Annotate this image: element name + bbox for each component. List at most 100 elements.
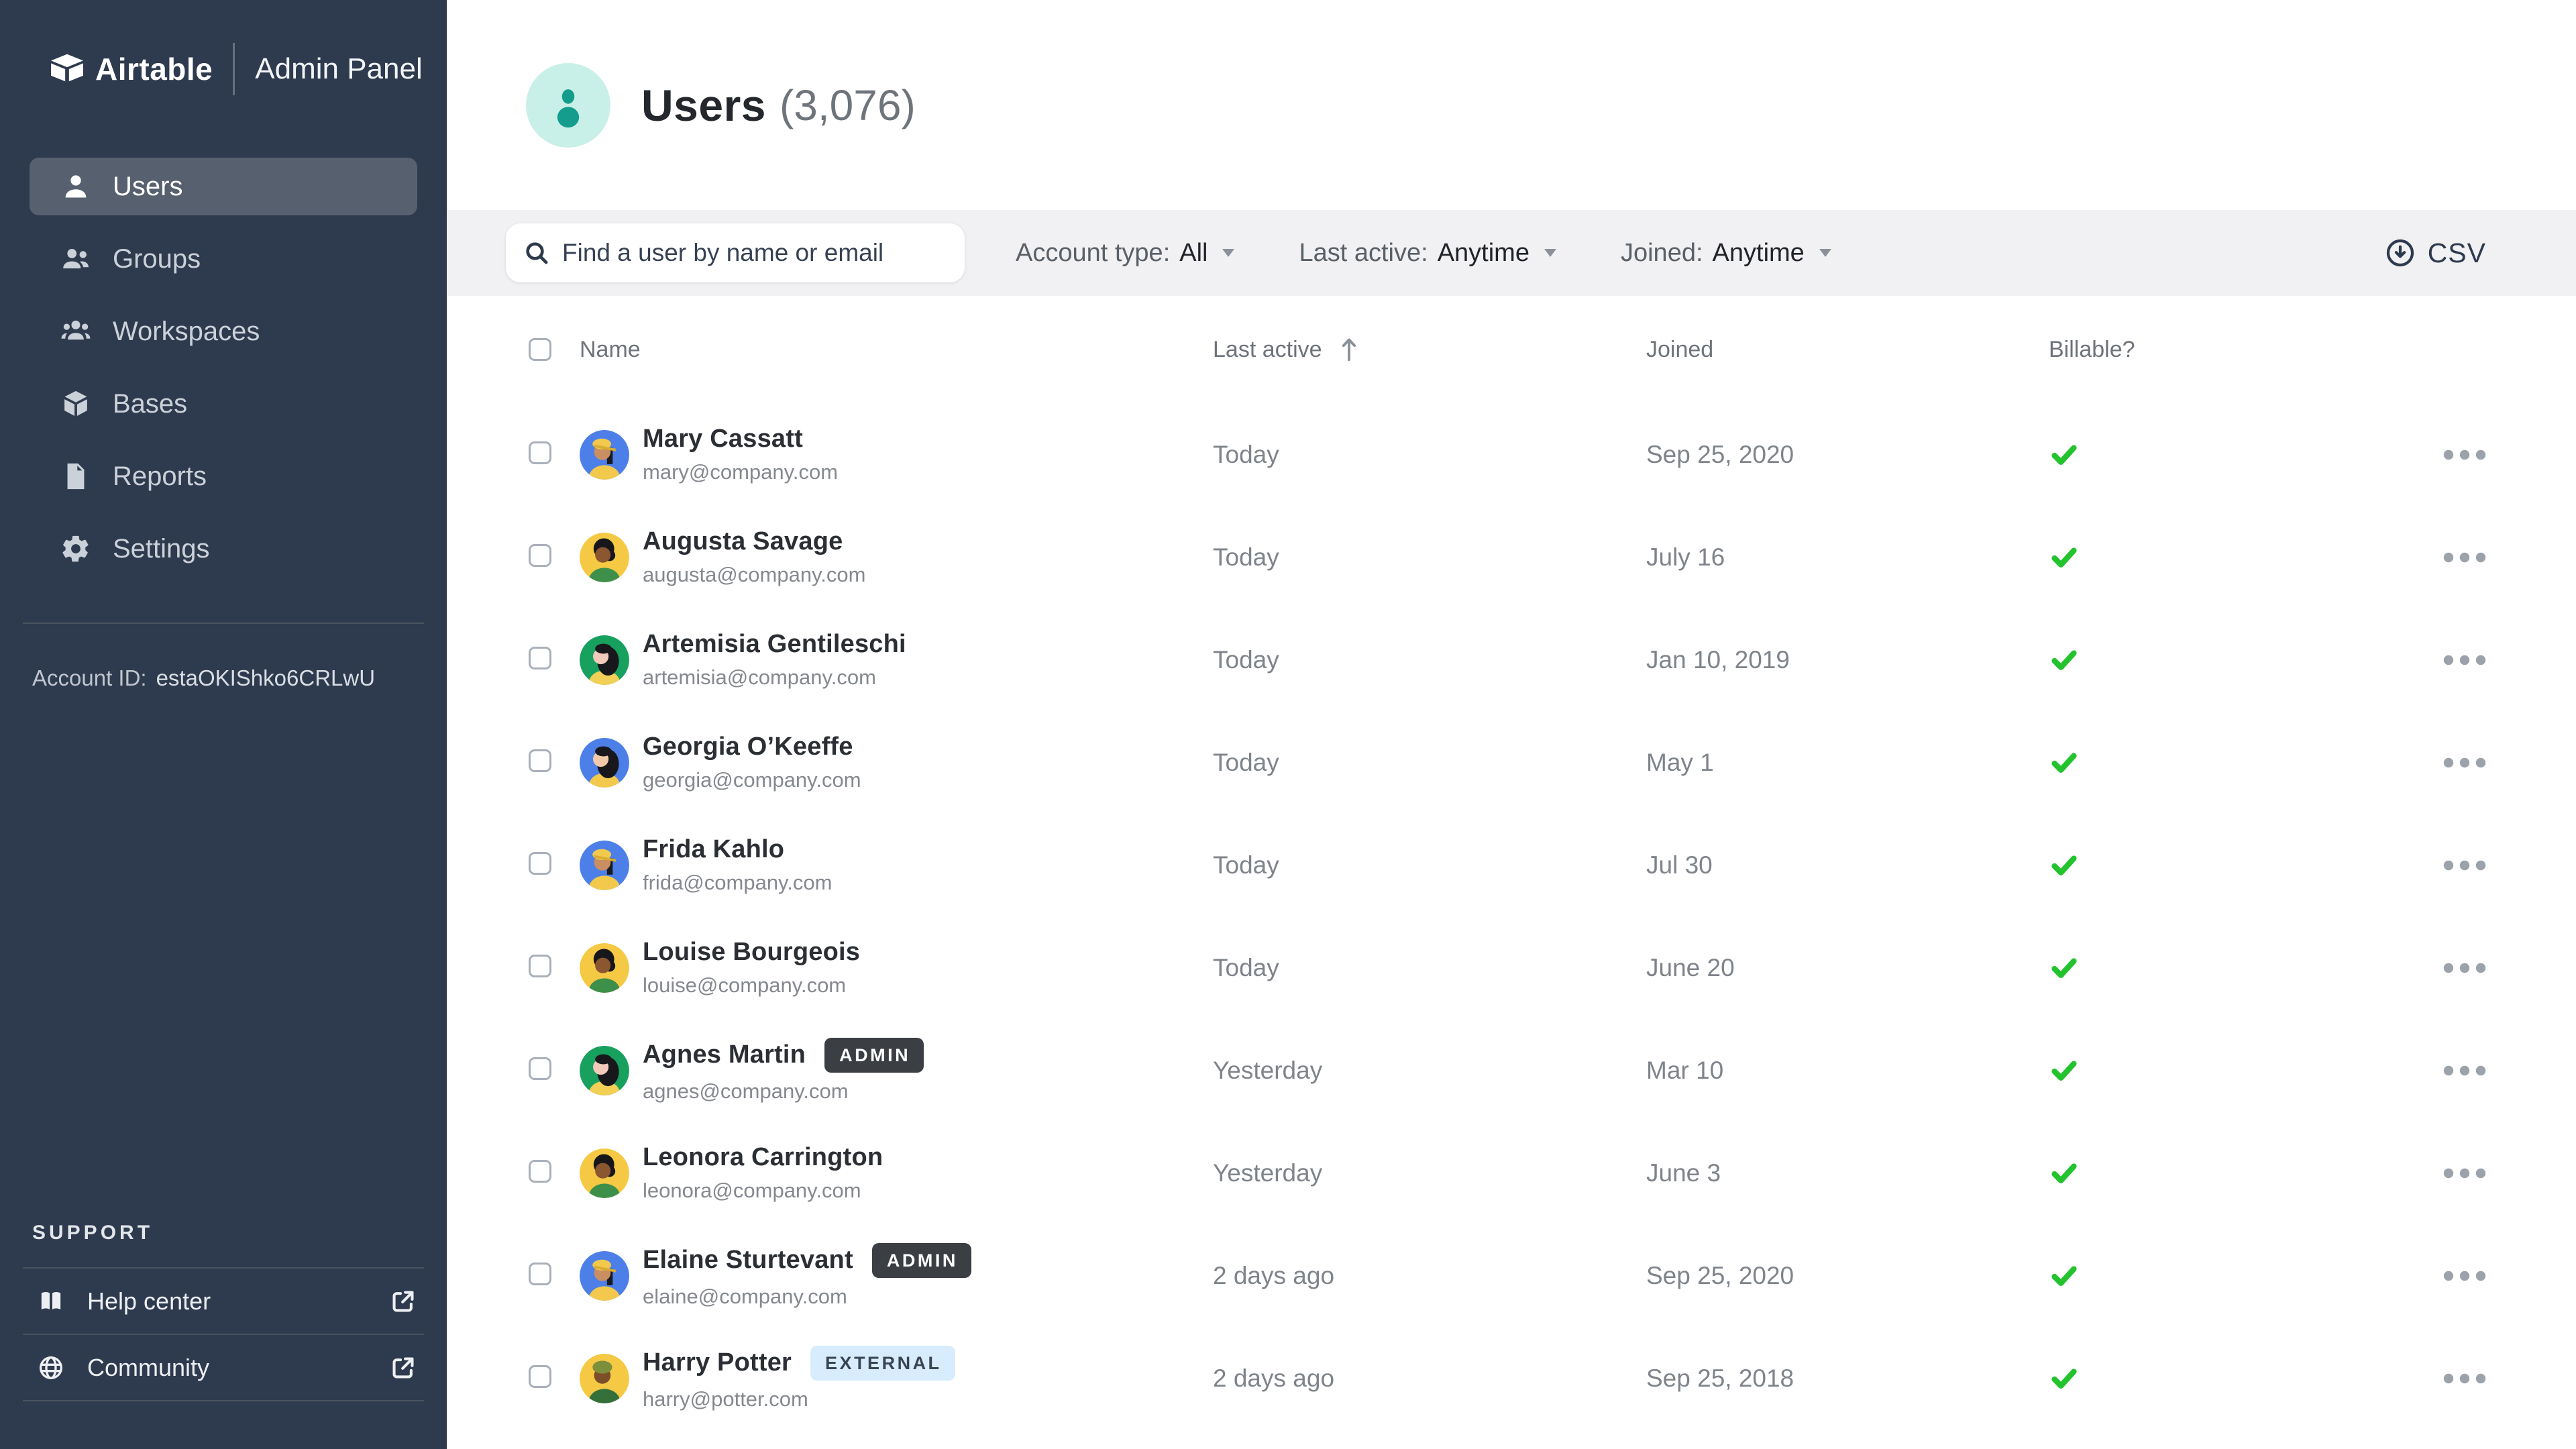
- role-badge: ADMIN: [824, 1037, 924, 1073]
- search-input[interactable]: [562, 239, 947, 267]
- row-checkbox[interactable]: [529, 647, 551, 669]
- sidebar-item-label: Reports: [113, 461, 207, 491]
- account-id-label: Account ID:: [32, 665, 147, 690]
- row-select-cell: [529, 647, 580, 673]
- ellipsis-icon: [2443, 963, 2486, 973]
- last-active-value: Today: [1213, 645, 1279, 674]
- row-checkbox[interactable]: [529, 1365, 551, 1388]
- account-type-filter[interactable]: Account type: All: [1016, 238, 1235, 268]
- row-select-cell: [529, 1263, 580, 1289]
- page-title: Users: [641, 80, 766, 130]
- sidebar-item-workspaces[interactable]: Workspaces: [30, 303, 417, 360]
- billable-check-icon: [2051, 1163, 2077, 1183]
- row-menu-button[interactable]: [2443, 956, 2486, 980]
- row-menu-button[interactable]: [2443, 443, 2486, 467]
- ellipsis-icon: [2443, 1168, 2486, 1178]
- users-table: Name Last active Joined Billable? Mary C…: [447, 296, 2576, 1430]
- table-row: Louise Bourgeois louise@company.com Toda…: [447, 916, 2576, 1019]
- joined-value: Sep 25, 2020: [1646, 1261, 1794, 1289]
- billable-cell: [2049, 953, 2486, 983]
- avatar: [580, 943, 629, 993]
- last-active-value: Today: [1213, 953, 1279, 981]
- row-checkbox[interactable]: [529, 1057, 551, 1080]
- row-menu-button[interactable]: [2443, 853, 2486, 877]
- user-name: Harry Potter: [643, 1348, 792, 1377]
- external-link-icon: [392, 1356, 414, 1379]
- role-badge: EXTERNAL: [810, 1345, 955, 1381]
- row-checkbox[interactable]: [529, 852, 551, 875]
- row-select-cell: [529, 1057, 580, 1083]
- name-cell: Harry Potter EXTERNAL harry@potter.com: [580, 1345, 1213, 1411]
- last-active-value: 2 days ago: [1213, 1261, 1335, 1289]
- billable-cell: [2049, 645, 2486, 676]
- billable-check-icon: [2051, 547, 2077, 568]
- row-menu-button[interactable]: [2443, 1264, 2486, 1288]
- sidebar-item-label: Bases: [113, 388, 188, 419]
- joined-value: Jan 10, 2019: [1646, 645, 1790, 674]
- ellipsis-icon: [2443, 449, 2486, 460]
- billable-cell: [2049, 1363, 2486, 1394]
- column-header-last-active[interactable]: Last active: [1213, 336, 1646, 363]
- sidebar-item-label: Users: [113, 171, 183, 201]
- sidebar-item-reports[interactable]: Reports: [30, 447, 417, 505]
- table-row: Mary Cassatt mary@company.com Today Sep …: [447, 403, 2576, 506]
- table-row: Augusta Savage augusta@company.com Today…: [447, 506, 2576, 608]
- avatar: [580, 840, 629, 890]
- sidebar-item-users[interactable]: Users: [30, 158, 417, 215]
- column-header-joined[interactable]: Joined: [1646, 336, 1714, 362]
- support-section: SUPPORT Help center Community: [0, 1222, 447, 1449]
- user-email: louise@company.com: [643, 973, 847, 997]
- support-divider: [23, 1334, 424, 1335]
- table-row: Georgia O’Keeffe georgia@company.com Tod…: [447, 711, 2576, 814]
- app-title: Admin Panel: [255, 52, 423, 85]
- last-active-filter[interactable]: Last active: Anytime: [1299, 239, 1556, 268]
- avatar: [580, 1148, 629, 1198]
- row-menu-button[interactable]: [2443, 1161, 2486, 1185]
- download-icon: [2386, 239, 2414, 267]
- support-item-help-center[interactable]: Help center: [0, 1269, 447, 1334]
- select-all-checkbox[interactable]: [529, 338, 551, 361]
- name-cell: Georgia O’Keeffe georgia@company.com: [580, 733, 1213, 792]
- billable-cell: [2049, 439, 2486, 470]
- sidebar-divider: [23, 623, 424, 624]
- search-box: [506, 223, 965, 282]
- account-id-value: estaOKIShko6CRLwU: [156, 665, 376, 690]
- sidebar-item-groups[interactable]: Groups: [30, 230, 417, 288]
- billable-check-icon: [2051, 752, 2077, 773]
- name-cell: Elaine Sturtevant ADMIN elaine@company.c…: [580, 1242, 1213, 1309]
- name-cell: Leonora Carrington leonora@company.com: [580, 1143, 1213, 1203]
- role-badge: ADMIN: [871, 1242, 971, 1278]
- row-checkbox[interactable]: [529, 749, 551, 772]
- row-checkbox[interactable]: [529, 955, 551, 977]
- row-menu-button[interactable]: [2443, 1059, 2486, 1083]
- joined-filter[interactable]: Joined: Anytime: [1621, 239, 1831, 268]
- user-name: Agnes Martin: [643, 1040, 806, 1069]
- user-email: mary@company.com: [643, 460, 839, 484]
- row-menu-button[interactable]: [2443, 751, 2486, 775]
- row-checkbox[interactable]: [529, 1263, 551, 1285]
- row-select-cell: [529, 1160, 580, 1186]
- billable-cell: [2049, 1055, 2486, 1086]
- logo-text: Airtable: [95, 52, 213, 87]
- billable-cell: [2049, 542, 2486, 573]
- row-checkbox[interactable]: [529, 544, 551, 567]
- sidebar-item-settings[interactable]: Settings: [30, 520, 417, 578]
- row-menu-button[interactable]: [2443, 648, 2486, 672]
- name-cell: Mary Cassatt mary@company.com: [580, 425, 1213, 484]
- chevron-down-icon: [1222, 249, 1235, 257]
- export-csv-label: CSV: [2427, 237, 2486, 268]
- row-checkbox[interactable]: [529, 1160, 551, 1183]
- column-header-name[interactable]: Name: [580, 336, 641, 362]
- filter-value: All: [1179, 238, 1208, 267]
- sidebar-item-bases[interactable]: Bases: [30, 375, 417, 433]
- row-menu-button[interactable]: [2443, 545, 2486, 570]
- joined-value: Mar 10: [1646, 1056, 1724, 1084]
- support-item-community[interactable]: Community: [0, 1335, 447, 1400]
- row-checkbox[interactable]: [529, 441, 551, 464]
- export-csv-button[interactable]: CSV: [2385, 237, 2486, 269]
- row-menu-button[interactable]: [2443, 1366, 2486, 1391]
- row-select-cell: [529, 955, 580, 981]
- column-header-billable[interactable]: Billable?: [2049, 336, 2135, 362]
- gear-icon: [60, 533, 91, 564]
